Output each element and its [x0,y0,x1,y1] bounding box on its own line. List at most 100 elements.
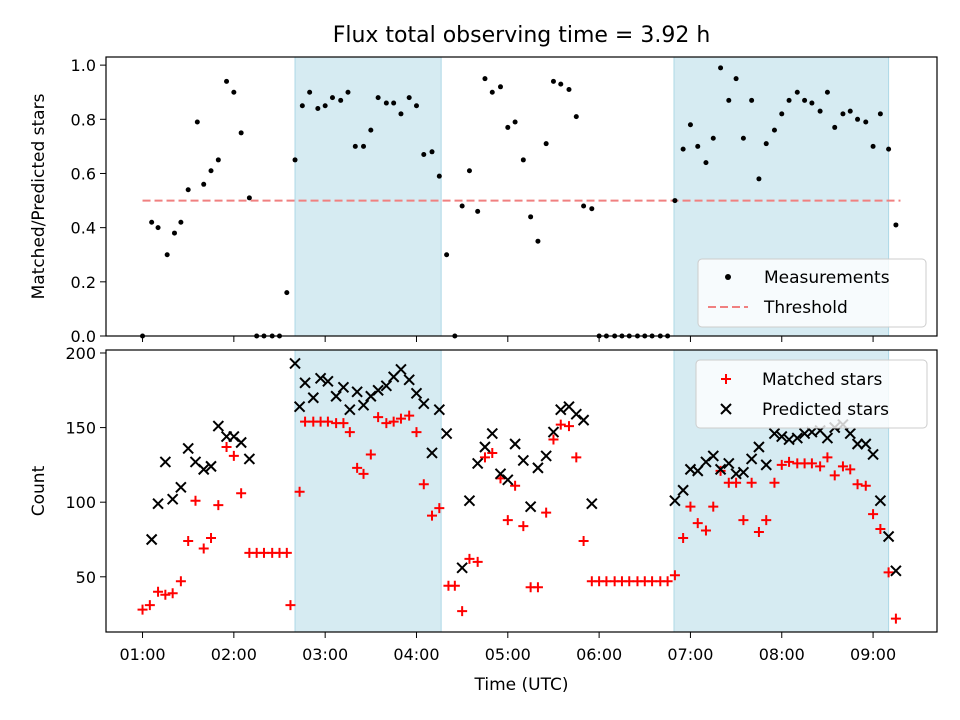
y-axis-label: Matched/Predicted stars [29,93,49,299]
matched-marker [373,412,384,423]
predicted-marker [844,427,856,440]
axes-frame [105,56,938,337]
matched-marker [358,468,369,479]
matched-marker [411,427,422,438]
matched-marker [404,410,415,421]
matched-marker [875,524,886,535]
matched-marker [228,450,239,461]
measurement-point [497,84,503,90]
measurement-point [740,135,746,141]
measurement-point [870,143,876,149]
measurement-point [292,157,298,163]
matched-marker [190,495,201,506]
measurement-point [886,146,892,152]
predicted-marker [299,377,311,389]
measurement-point [550,78,556,84]
matched-marker [769,477,780,488]
predicted-marker [486,427,498,440]
predicted-marker [395,363,407,376]
measurement-point [528,214,534,220]
matched-marker [487,447,498,458]
predicted-marker [426,447,438,459]
matched-marker [175,576,186,587]
matched-marker [563,421,574,432]
matched-marker [860,480,871,491]
x-tick-label: 02:00 [211,645,257,664]
measurement-point [589,206,595,212]
x-axis-label: Time (UTC) [474,675,569,695]
matched-marker [365,449,376,460]
matched-marker [137,604,148,615]
measurement-point [194,119,200,125]
measurement-point [299,103,305,109]
predicted-marker [547,426,560,438]
y-tick-label: 1.0 [71,56,96,75]
matched-marker [761,515,772,526]
measurement-point [847,108,853,114]
x-tick-label: 04:00 [393,645,439,664]
predicted-marker [509,438,521,450]
measurement-point [208,168,214,174]
predicted-marker [410,387,423,399]
matched-marker [457,606,468,617]
measurement-point [383,100,389,106]
measurement-point [398,111,404,117]
measurement-point [824,89,830,95]
measurement-point [224,78,230,84]
predicted-marker [212,420,225,432]
measurement-point [149,219,155,225]
measurement-point [756,176,762,182]
predicted-marker [205,460,217,473]
predicted-marker [890,565,902,577]
predicted-marker [403,374,415,386]
predicted-marker [351,386,363,398]
matched-marker [352,462,363,473]
y-tick-label: 50 [76,568,96,587]
matched-marker [700,525,711,536]
legend-box [697,258,927,328]
matched-marker [281,547,292,558]
predicted-marker [418,398,430,410]
measurement-point [201,181,207,187]
predicted-marker [344,403,356,416]
matched-marker [868,509,879,520]
predicted-marker [532,462,544,474]
predicted-marker [760,459,772,471]
measurement-point [832,124,838,130]
measurement-point [543,141,549,147]
matched-marker [715,465,726,476]
predicted-marker [821,432,834,444]
measurement-point [361,143,367,149]
matched-marker [541,507,552,518]
measurement-point [535,238,541,244]
measurement-point [489,89,495,95]
measurement-point [231,89,237,95]
matched-marker [464,553,475,564]
measurement-point [352,143,358,149]
matched-marker [144,600,155,611]
measurement-point [322,103,328,109]
measurement-point [238,130,244,136]
legend-marker-measurements [725,274,731,280]
measurement-point [771,127,777,133]
measurement-point [155,225,161,231]
predicted-marker [502,474,514,486]
predicted-marker [669,494,681,507]
matched-marker [167,588,178,599]
predicted-marker [882,530,895,543]
matched-marker [160,589,171,600]
y-axis-label: Count [29,465,49,516]
x-tick-label: 08:00 [759,645,805,664]
predicted-marker [372,384,384,396]
matched-marker [395,413,406,424]
matched-marker [845,464,856,475]
predicted-marker [330,390,342,402]
y-tick-label: 0.4 [71,219,96,238]
x-tick-label: 06:00 [576,645,622,664]
y-tick-label: 100 [65,493,96,512]
measurement-point [718,65,724,71]
matched-marker [731,477,742,488]
matched-marker [883,567,894,578]
predicted-marker [577,414,590,426]
predicted-marker [145,533,158,546]
